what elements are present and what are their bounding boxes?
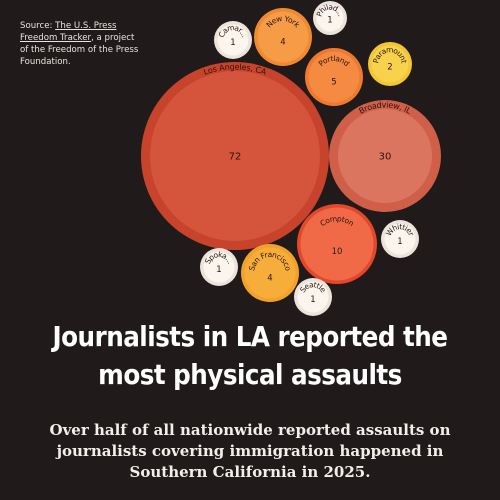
- bubble-value: 72: [229, 152, 242, 163]
- bubble-fill: [316, 4, 344, 32]
- bubble-value: 4: [267, 273, 272, 283]
- bubble-value: 1: [310, 295, 315, 305]
- bubble-fill: [338, 109, 432, 203]
- bubble-label: Seattle: [298, 280, 328, 295]
- bubble-label: Whittier: [384, 222, 416, 238]
- bubble-value: 1: [397, 237, 402, 247]
- bubble-value: 4: [280, 37, 285, 47]
- bubble-fill: [308, 51, 360, 103]
- chart-subtitle: Over half of all nationwide reported ass…: [49, 421, 451, 481]
- source-suffix: , a project of the Freedom of the Press …: [20, 33, 139, 67]
- bubble-value: 30: [379, 152, 392, 163]
- bubble-camar[interactable]: 1Camar...: [214, 21, 252, 59]
- bubble-value: 10: [332, 247, 343, 257]
- bubble-spoka[interactable]: 1Spoka...: [200, 248, 238, 286]
- bubble-philad[interactable]: 1Philad...: [313, 1, 347, 35]
- bubble-fill: [150, 71, 320, 241]
- bubble-fill: [257, 11, 309, 63]
- bubble-value: 1: [216, 265, 221, 275]
- bubble-fill: [297, 281, 329, 313]
- bubble-label: Camar...: [217, 23, 249, 39]
- bubble-value: 2: [387, 63, 392, 73]
- bubble-fill: [217, 24, 249, 56]
- bubble-portland[interactable]: 5 Portland: [305, 48, 363, 106]
- chart-title: Journalists in LA reported the most phys…: [52, 320, 448, 391]
- source-link[interactable]: The U.S. Press Freedom Tracker: [20, 21, 117, 43]
- bubble-label: Compton: [318, 214, 356, 228]
- bubble-compton[interactable]: 10 Compton: [297, 204, 377, 284]
- bubble-fill: [300, 207, 374, 281]
- bubble-label: Spoka...: [203, 250, 235, 265]
- bubble-value: 1: [230, 38, 235, 48]
- bubble-new-york[interactable]: 4 New York: [254, 8, 312, 66]
- bubble-label: Portland: [317, 54, 352, 68]
- bubble-value: 5: [331, 77, 336, 87]
- bubble-label: New York: [264, 14, 302, 30]
- source-note: Source: The U.S. Press Freedom Tracker, …: [20, 20, 145, 68]
- bubble-value: 1: [327, 15, 332, 25]
- bubble-fill: [203, 251, 235, 283]
- bubble-fill: [244, 247, 296, 299]
- bubble-fill: [371, 45, 409, 83]
- bubble-fill: [384, 223, 416, 255]
- source-prefix: Source:: [20, 21, 56, 31]
